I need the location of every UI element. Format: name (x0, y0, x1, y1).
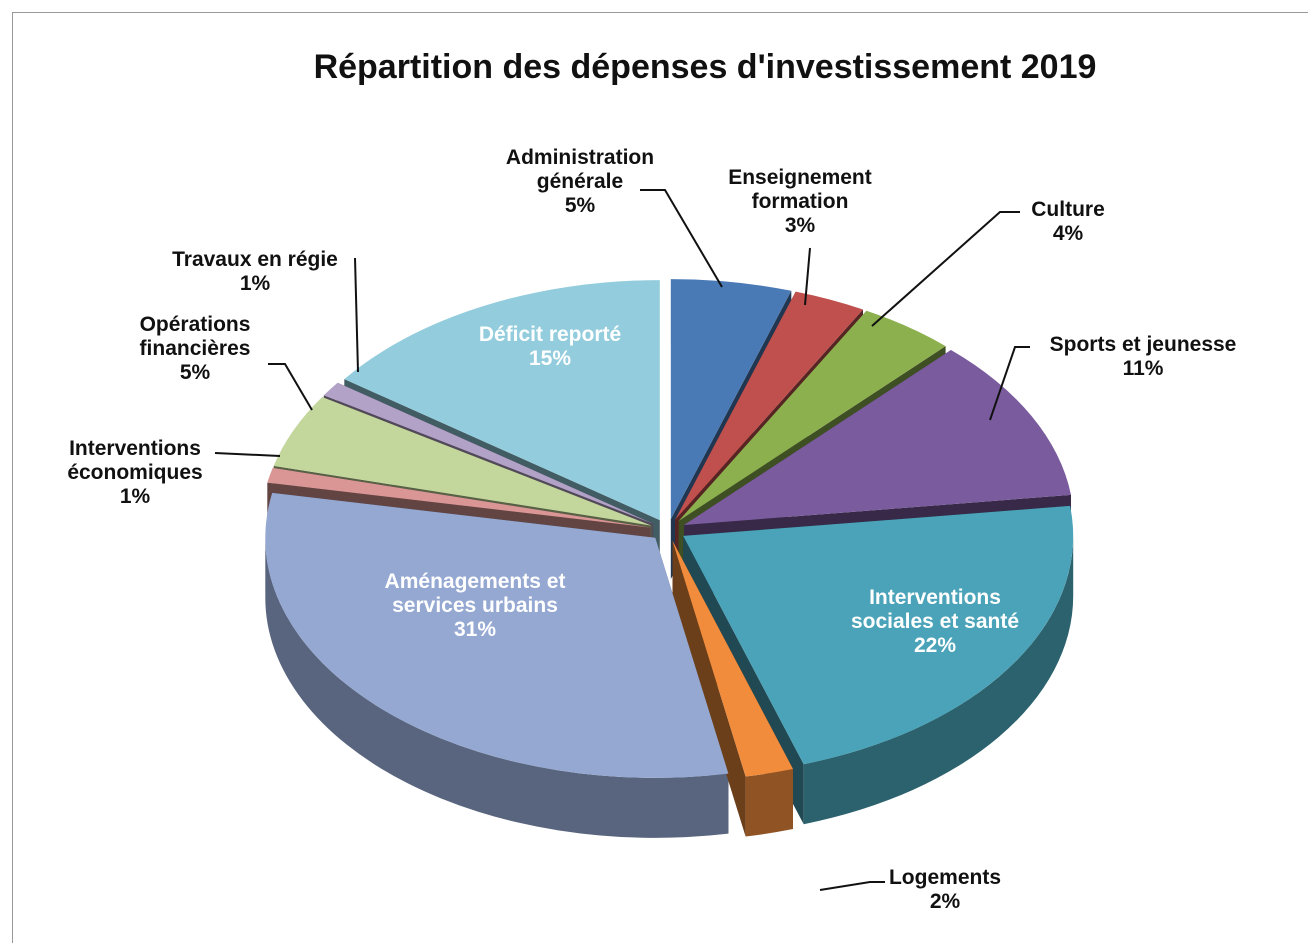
label-value: 1% (119, 485, 151, 508)
label-value: 22% (913, 634, 957, 657)
label-value: 4% (1052, 222, 1084, 245)
data-label: Interventions sociales et santé 22% (830, 586, 1040, 658)
data-label: Administration générale 5% (490, 146, 670, 218)
label-name: Administration générale (505, 146, 655, 193)
slice (684, 350, 1071, 525)
leader-line (354, 257, 359, 373)
data-label: Logements 2% (875, 866, 1015, 914)
label-name: Aménagements et services urbains (384, 570, 566, 617)
slice (267, 467, 651, 528)
label-value: 15% (528, 347, 572, 370)
label-name: Culture (1031, 198, 1105, 221)
data-label: Opérations financières 5% (120, 313, 270, 385)
leader-line (268, 363, 313, 411)
data-label: Travaux en régie 1% (140, 248, 370, 296)
slice-wall (265, 537, 729, 838)
slice (273, 397, 652, 526)
label-value: 1% (239, 272, 271, 295)
label-name: Travaux en régie (172, 248, 338, 271)
label-value: 11% (1122, 357, 1164, 380)
slice (675, 291, 863, 520)
label-value: 31% (453, 618, 497, 641)
slice (683, 505, 1074, 765)
label-value: 5% (564, 194, 596, 217)
slice (678, 310, 946, 521)
slice (670, 279, 792, 520)
leader-line (640, 189, 723, 288)
slice-wall (745, 769, 793, 837)
label-value: 5% (179, 361, 211, 384)
label-value: 3% (784, 214, 816, 237)
label-name: Logements (888, 866, 1001, 889)
leader-line (214, 452, 281, 457)
leader-line (989, 346, 1030, 421)
frame (12, 12, 1308, 943)
label-name: Interventions sociales et santé (850, 586, 1020, 633)
data-label: Culture 4% (1023, 198, 1113, 246)
data-label: Aménagements et services urbains 31% (360, 570, 590, 642)
label-name: Interventions économiques (67, 437, 203, 484)
slice (344, 280, 660, 521)
slice (323, 382, 654, 524)
data-label: Sports et jeunesse 11% (1013, 333, 1273, 381)
label-name: Sports et jeunesse (1049, 333, 1237, 356)
leader-line (819, 881, 885, 891)
slice-wall (803, 535, 1074, 825)
label-value: 2% (929, 890, 961, 913)
label-name: Opérations financières (139, 313, 251, 360)
data-label: Déficit reporté 15% (450, 323, 650, 371)
slice (672, 540, 793, 777)
data-label: Interventions économiques 1% (50, 437, 220, 509)
slice-side (672, 540, 746, 837)
label-name: Enseignement formation (728, 166, 872, 213)
leader-line (804, 247, 811, 306)
slice (265, 492, 729, 778)
leader-line (871, 211, 1020, 327)
data-label: Enseignement formation 3% (710, 166, 890, 238)
label-name: Déficit reporté (478, 323, 622, 346)
chart-title: Répartition des dépenses d'investissemen… (313, 48, 1097, 86)
